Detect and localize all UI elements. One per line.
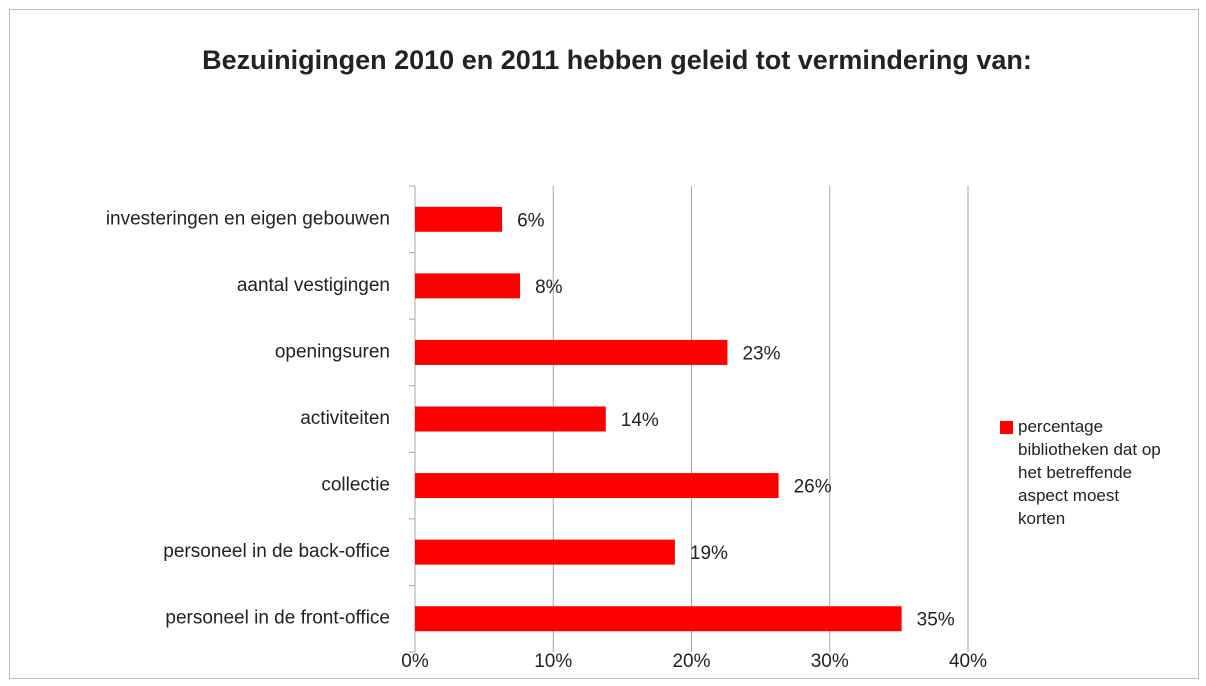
x-tick-label: 40% [949,651,987,672]
bar [415,606,902,632]
legend-swatch [1000,421,1013,434]
bar [415,339,728,365]
bar [415,206,503,232]
y-tick-label: openingsuren [275,341,390,362]
x-tick-label: 0% [401,651,429,672]
bar [415,406,606,432]
bar [415,273,521,299]
y-tick-label: personeel in de front-office [165,608,390,629]
data-label: 35% [917,610,955,631]
y-tick-label: aantal vestigingen [237,275,390,296]
legend-label: percentage bibliotheken dat op het betre… [1018,417,1161,528]
chart-frame [9,9,1199,679]
data-label: 6% [517,210,545,231]
bar [415,473,779,499]
data-label: 14% [621,410,659,431]
y-tick-label: personeel in de back-office [163,541,390,562]
data-label: 19% [690,543,728,564]
data-label: 26% [794,477,832,498]
y-tick-label: collectie [321,475,390,496]
x-tick-label: 30% [811,651,849,672]
x-tick-label: 20% [672,651,710,672]
y-tick-label: activiteiten [300,408,390,429]
x-tick-label: 10% [534,651,572,672]
bar [415,539,675,565]
y-tick-label: investeringen en eigen gebouwen [106,208,390,229]
chart-title: Bezuinigingen 2010 en 2011 hebben geleid… [202,45,1032,75]
data-label: 23% [742,343,780,364]
data-label: 8% [535,277,563,298]
